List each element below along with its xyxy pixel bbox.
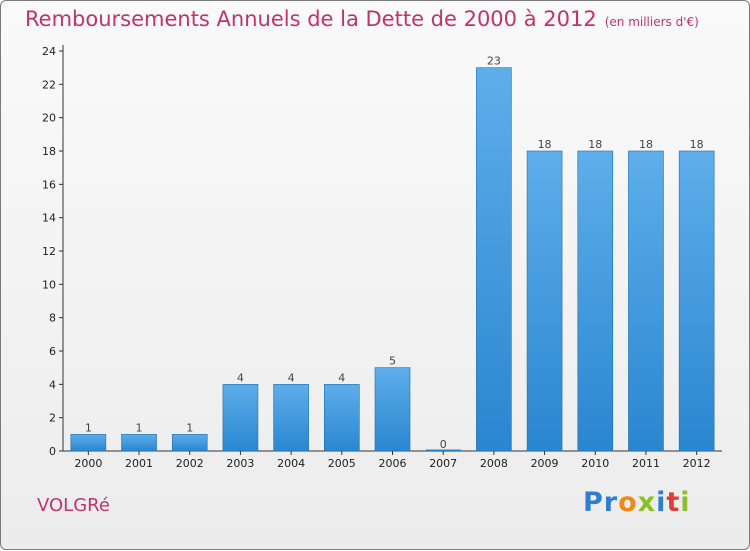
data-label: 1 bbox=[85, 421, 92, 434]
data-label: 0 bbox=[440, 438, 447, 451]
y-tick-label: 22 bbox=[42, 78, 56, 91]
x-tick-label: 2002 bbox=[176, 457, 204, 470]
bar bbox=[70, 434, 107, 452]
y-tick-label: 10 bbox=[42, 278, 56, 291]
logo-letter: x bbox=[637, 487, 657, 518]
logo-letter: t bbox=[666, 487, 681, 518]
title-text: Remboursements Annuels de la Dette de 20… bbox=[25, 7, 597, 31]
y-tick-label: 18 bbox=[42, 145, 56, 158]
bar bbox=[121, 434, 157, 452]
data-label: 18 bbox=[588, 138, 602, 151]
x-tick-label: 2008 bbox=[480, 457, 508, 470]
bar bbox=[171, 434, 208, 452]
bar bbox=[324, 384, 360, 452]
bar bbox=[425, 449, 461, 451]
y-tick-label: 4 bbox=[49, 378, 56, 391]
logo-letter: o bbox=[618, 487, 638, 518]
x-tick-label: 2007 bbox=[429, 457, 457, 470]
x-tick-label: 2010 bbox=[581, 457, 609, 470]
y-tick-label: 24 bbox=[42, 45, 56, 58]
data-label: 18 bbox=[639, 138, 653, 151]
chart-title: Remboursements Annuels de la Dette de 20… bbox=[25, 7, 699, 31]
x-tick-label: 2006 bbox=[379, 457, 407, 470]
bar bbox=[273, 384, 309, 452]
bar bbox=[678, 150, 715, 452]
data-label: 4 bbox=[288, 371, 295, 384]
data-label: 4 bbox=[237, 371, 244, 384]
bar bbox=[222, 384, 259, 452]
y-tick-label: 6 bbox=[49, 345, 56, 358]
chart-subtitle: (en milliers d'€) bbox=[604, 15, 699, 29]
x-tick-label: 2009 bbox=[531, 457, 559, 470]
bar bbox=[577, 150, 614, 452]
bar bbox=[628, 150, 664, 452]
y-tick-label: 16 bbox=[42, 178, 56, 191]
bar bbox=[476, 67, 512, 452]
x-tick-label: 2011 bbox=[632, 457, 660, 470]
y-tick-label: 8 bbox=[49, 312, 56, 325]
y-tick-label: 0 bbox=[49, 445, 56, 458]
y-tick-label: 20 bbox=[42, 112, 56, 125]
data-label: 5 bbox=[389, 355, 396, 368]
commune-name: VOLGRé bbox=[37, 495, 110, 516]
y-tick-label: 14 bbox=[42, 212, 56, 225]
logo-letter: r bbox=[603, 487, 619, 518]
x-tick-label: 2012 bbox=[683, 457, 711, 470]
data-label: 1 bbox=[186, 421, 193, 434]
logo-letter: i bbox=[680, 487, 691, 518]
data-label: 23 bbox=[487, 55, 501, 68]
logo-letter: P bbox=[583, 487, 604, 518]
x-tick-label: 2003 bbox=[226, 457, 254, 470]
bar bbox=[526, 150, 563, 452]
data-label: 18 bbox=[690, 138, 704, 151]
data-label: 4 bbox=[338, 371, 345, 384]
data-label: 1 bbox=[136, 421, 143, 434]
y-tick-label: 2 bbox=[49, 412, 56, 425]
x-tick-label: 2001 bbox=[125, 457, 153, 470]
proxiti-logo: Proxiti bbox=[583, 487, 691, 518]
bar bbox=[374, 367, 411, 452]
x-tick-label: 2000 bbox=[74, 457, 102, 470]
data-label: 18 bbox=[538, 138, 552, 151]
y-tick-label: 12 bbox=[42, 245, 56, 258]
x-tick-label: 2005 bbox=[328, 457, 356, 470]
x-tick-label: 2004 bbox=[277, 457, 305, 470]
logo-letter: i bbox=[656, 487, 667, 518]
